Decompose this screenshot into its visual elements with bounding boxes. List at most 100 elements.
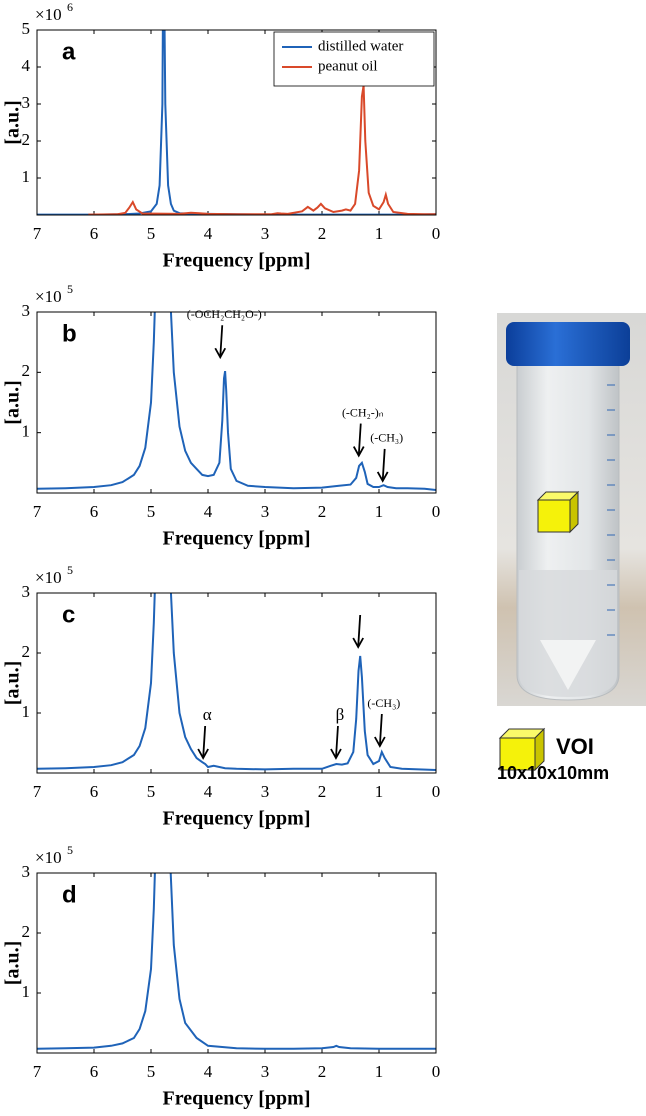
voi-size: 10x10x10mm — [497, 763, 609, 783]
arrow-head — [352, 446, 365, 458]
x-tick-label: 0 — [432, 224, 441, 243]
arrow-head — [352, 637, 364, 649]
arrow — [378, 713, 383, 747]
y-exponent-base: ×10 — [35, 848, 62, 867]
x-tick-label: 4 — [204, 1062, 213, 1081]
photo — [497, 313, 646, 706]
annotation: (-OCH₂CH₂O-) — [187, 307, 262, 321]
voi-label: VOI — [556, 734, 594, 759]
y-tick-label: 1 — [22, 982, 31, 1001]
arrow — [202, 725, 207, 759]
y-tick-label: 3 — [22, 301, 31, 320]
x-tick-label: 2 — [318, 782, 327, 801]
y-exponent: 5 — [67, 282, 73, 296]
legend-label: distilled water — [318, 38, 403, 54]
legend-box — [273, 31, 435, 87]
annotation: (-CH₃) — [367, 696, 400, 710]
x-tick-label: 3 — [261, 1062, 270, 1081]
y-axis-label: [a.u.] — [2, 380, 24, 424]
arrow — [219, 325, 224, 358]
arrow-head — [330, 748, 342, 760]
x-axis-label: Frequency [ppm] — [163, 808, 311, 830]
x-tick-label: 7 — [33, 224, 42, 243]
x-tick-label: 0 — [432, 1062, 441, 1081]
x-tick-label: 0 — [432, 502, 441, 521]
x-tick-label: 5 — [147, 224, 156, 243]
x-axis-label: Frequency [ppm] — [163, 1088, 311, 1110]
x-tick-label: 3 — [261, 782, 270, 801]
y-exponent: 5 — [67, 563, 73, 577]
x-tick-label: 6 — [90, 502, 99, 521]
y-exponent: 6 — [67, 0, 73, 14]
y-exponent: 5 — [67, 843, 73, 857]
annotation: α — [203, 705, 212, 724]
x-tick-label: 7 — [33, 1062, 42, 1081]
x-tick-label: 4 — [204, 224, 213, 243]
x-tick-label: 5 — [147, 502, 156, 521]
x-tick-label: 6 — [90, 224, 99, 243]
arrow-head — [214, 347, 227, 360]
y-tick-label: 1 — [22, 167, 31, 186]
y-tick-label: 2 — [22, 642, 31, 661]
x-tick-label: 3 — [261, 502, 270, 521]
x-tick-label: 1 — [375, 224, 384, 243]
annotation: (-CH₂-)ₙ — [342, 405, 384, 419]
y-tick-label: 1 — [22, 702, 31, 721]
y-tick-label: 5 — [22, 19, 31, 38]
x-tick-label: 5 — [147, 782, 156, 801]
annotation: β — [336, 705, 345, 724]
arrow — [357, 423, 362, 456]
x-tick-label: 7 — [33, 502, 42, 521]
y-tick-label: 2 — [22, 361, 31, 380]
y-tick-label: 2 — [22, 922, 31, 941]
arrow — [381, 448, 386, 481]
plot-area — [37, 312, 436, 491]
panel-label: d — [62, 881, 77, 908]
x-tick-label: 2 — [318, 502, 327, 521]
x-tick-label: 6 — [90, 782, 99, 801]
x-tick-label: 6 — [90, 1062, 99, 1081]
x-tick-label: 2 — [318, 224, 327, 243]
y-axis-label: [a.u.] — [2, 100, 24, 144]
y-tick-label: 3 — [22, 582, 31, 601]
x-tick-label: 1 — [375, 782, 384, 801]
axes-frame — [36, 29, 437, 216]
panel-label: a — [62, 38, 76, 65]
y-tick-label: 4 — [22, 56, 31, 75]
spectrum-line — [37, 873, 436, 1050]
arrow-head — [376, 471, 389, 483]
x-tick-label: 2 — [318, 1062, 327, 1081]
panel-label: b — [62, 320, 77, 347]
x-tick-label: 7 — [33, 782, 42, 801]
x-axis-label: Frequency [ppm] — [163, 528, 311, 550]
axes-frame — [36, 872, 437, 1054]
spectrum-line — [88, 85, 436, 215]
x-tick-label: 1 — [375, 1062, 384, 1081]
voi-legend — [498, 727, 546, 772]
plot-area — [37, 593, 436, 771]
plot-area — [37, 873, 436, 1050]
x-tick-label: 0 — [432, 782, 441, 801]
x-tick-label: 1 — [375, 502, 384, 521]
axes-frame — [36, 592, 437, 774]
arrow — [335, 725, 339, 759]
spectrum-line — [37, 312, 436, 491]
y-axis-label: [a.u.] — [2, 941, 24, 985]
annotation: (-CH₃) — [370, 431, 403, 445]
axes-frame — [36, 311, 437, 494]
panel-label: c — [62, 601, 75, 628]
y-exponent-base: ×10 — [35, 287, 62, 306]
x-axis-label: Frequency [ppm] — [163, 250, 311, 272]
arrow — [357, 614, 362, 648]
y-exponent-base: ×10 — [35, 568, 62, 587]
y-tick-label: 1 — [22, 422, 31, 441]
x-tick-label: 5 — [147, 1062, 156, 1081]
x-tick-label: 3 — [261, 224, 270, 243]
spectrum-line — [37, 593, 436, 771]
legend-label: peanut oil — [318, 58, 378, 74]
arrow-head — [374, 736, 386, 748]
y-exponent-base: ×10 — [35, 5, 62, 24]
y-axis-label: [a.u.] — [2, 661, 24, 705]
y-tick-label: 2 — [22, 130, 31, 149]
